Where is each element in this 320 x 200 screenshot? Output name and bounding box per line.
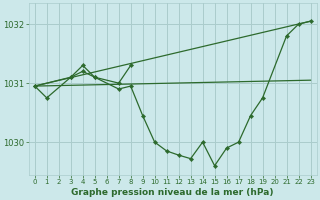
X-axis label: Graphe pression niveau de la mer (hPa): Graphe pression niveau de la mer (hPa) <box>71 188 274 197</box>
